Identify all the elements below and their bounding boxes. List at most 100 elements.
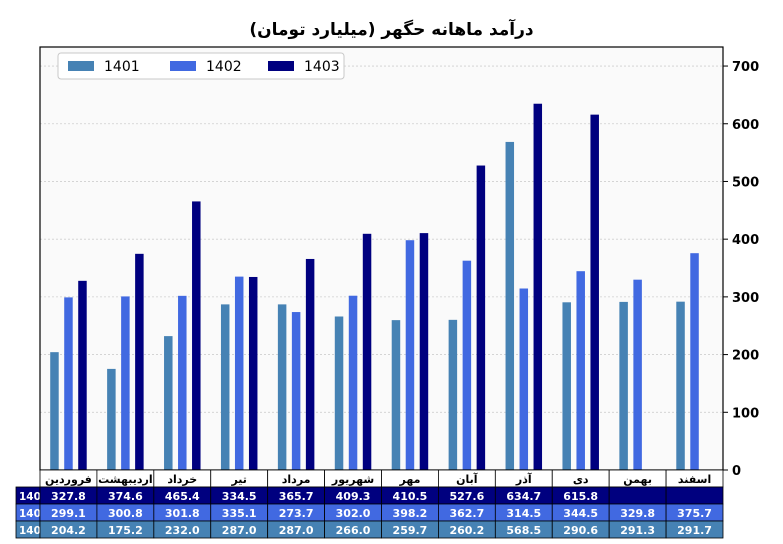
y-tick-label: 200	[732, 349, 759, 364]
table-value-label: 204.2	[51, 524, 86, 537]
table-value-label: 329.8	[620, 507, 655, 520]
bar-1401	[277, 304, 287, 470]
table-value-label: 291.3	[620, 524, 655, 537]
table-value-label: 465.4	[165, 490, 200, 503]
table-value-label: 365.7	[279, 490, 314, 503]
bar-1403	[78, 280, 87, 470]
table-cell	[665, 520, 724, 539]
y-tick-label: 100	[732, 406, 759, 421]
table-header-label: بهمن	[623, 473, 652, 486]
bar-1402	[633, 279, 642, 470]
bar-1402	[348, 295, 358, 470]
table-value-label: 259.7	[393, 524, 428, 537]
table-value-label: 410.5	[393, 490, 428, 503]
bar-1401	[391, 320, 401, 470]
bar-1403	[476, 165, 486, 470]
bar-1402	[462, 260, 472, 470]
bar-1403	[419, 233, 429, 470]
table-value-label: 266.0	[336, 524, 371, 537]
table-value-label: 299.1	[51, 507, 86, 520]
table-value-label: 232.0	[165, 524, 200, 537]
bar-1401	[164, 336, 173, 470]
table-value-label: 302.0	[336, 507, 371, 520]
table-value-label: 634.7	[506, 490, 541, 503]
table-value-label: 273.7	[279, 507, 314, 520]
table-value-label: 287.0	[222, 524, 257, 537]
table-value-label: 615.8	[563, 490, 598, 503]
table-header-label: اردیبهشت	[98, 473, 152, 486]
table-value-label: 291.7	[677, 524, 712, 537]
table-value-label: 568.5	[506, 524, 541, 537]
y-tick-label: 700	[732, 60, 759, 75]
table-value-label: 314.5	[506, 507, 541, 520]
table-value-label: 301.8	[165, 507, 200, 520]
y-tick-label: 300	[732, 291, 759, 306]
bar-1403	[135, 253, 144, 470]
bar-1402	[405, 240, 415, 470]
legend-label: 1401	[104, 59, 140, 75]
bar-1402	[291, 312, 301, 470]
bar-1401	[676, 301, 685, 470]
bar-1401	[505, 141, 515, 470]
table-header-label: خرداد	[167, 473, 197, 486]
bar-1401	[562, 302, 571, 470]
bar-1401	[220, 304, 230, 470]
bar-1403	[362, 233, 372, 470]
chart-title: درآمد ماهانه حگهر (میلیارد تومان)	[249, 20, 534, 40]
bar-1402	[121, 296, 130, 470]
table-value-label: 300.8	[108, 507, 143, 520]
table-header-label: آذر	[515, 472, 532, 486]
bar-1403	[533, 103, 543, 470]
plot-area	[40, 47, 723, 470]
bar-1402	[234, 276, 244, 470]
legend-swatch	[170, 61, 196, 71]
table-value-label: 527.6	[449, 490, 484, 503]
bar-1401	[107, 368, 116, 470]
legend-swatch	[68, 61, 94, 71]
table-header-label: آبان	[456, 472, 478, 486]
table-value-label: 175.2	[108, 524, 143, 537]
table-value-label: 290.6	[563, 524, 598, 537]
bar-1401	[448, 319, 458, 470]
bar-1402	[576, 271, 585, 470]
bar-1403	[248, 276, 258, 470]
table-cell	[665, 486, 724, 505]
table-header-label: مهر	[398, 473, 420, 486]
bar-1402	[519, 288, 529, 470]
legend-swatch	[268, 61, 294, 71]
y-tick-label: 400	[732, 233, 759, 248]
table-value-label: 409.3	[336, 490, 371, 503]
table-value-label: 260.2	[449, 524, 484, 537]
bar-1403	[192, 201, 201, 470]
table-header-label: مرداد	[282, 473, 311, 486]
y-tick-label: 600	[732, 118, 759, 133]
table-value-label: 374.6	[108, 490, 143, 503]
table-value-label: 362.7	[449, 507, 484, 520]
table-header-label: شهریور	[331, 473, 374, 486]
bar-1401	[334, 316, 344, 470]
table-cell	[608, 486, 667, 505]
bar-1401	[619, 301, 628, 470]
table-header-label: اسفند	[678, 473, 711, 486]
table-header-label: فروردین	[45, 473, 92, 486]
bar-1403	[305, 258, 315, 470]
table-value-label: 335.1	[222, 507, 257, 520]
bar-1401	[50, 352, 59, 470]
bar-1402	[178, 295, 187, 470]
table-value-label: 344.5	[563, 507, 598, 520]
table-header-label: دی	[573, 473, 589, 486]
bar-1402	[64, 297, 73, 470]
table-value-label: 334.5	[222, 490, 257, 503]
table-value-label: 327.8	[51, 490, 86, 503]
legend-label: 1403	[304, 59, 340, 75]
table-value-label: 287.0	[279, 524, 314, 537]
y-tick-label: 500	[732, 175, 759, 190]
table-value-label: 375.7	[677, 507, 712, 520]
y-tick-label: 0	[732, 464, 741, 479]
bar-1402	[690, 253, 699, 470]
table-value-label: 398.2	[393, 507, 428, 520]
legend-box	[57, 52, 345, 80]
table-header-label: تیر	[230, 473, 246, 486]
